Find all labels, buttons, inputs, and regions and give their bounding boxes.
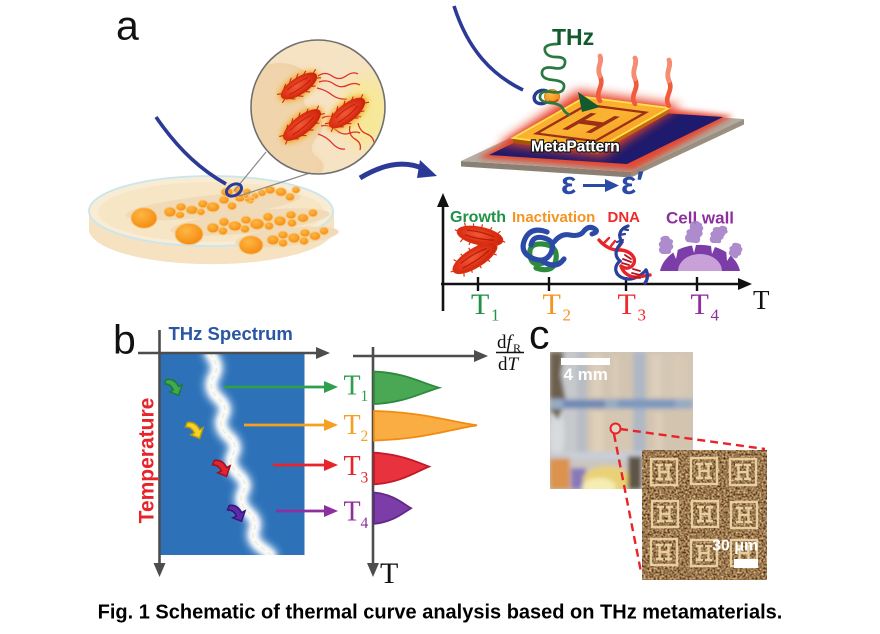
svg-text:Inactivation: Inactivation [512,209,595,226]
svg-text:Cell wall: Cell wall [666,209,734,228]
svg-text:ε: ε [561,165,576,201]
svg-text:T: T [618,288,636,321]
svg-text:2: 2 [563,306,572,325]
svg-text:T: T [344,371,361,402]
svg-text:Fig. 1 Schematic of thermal cu: Fig. 1 Schematic of thermal curve analys… [98,602,783,624]
svg-text:ε′: ε′ [621,165,644,201]
svg-text:4: 4 [361,515,369,532]
svg-text:b: b [113,316,136,362]
svg-text:1: 1 [491,306,500,325]
svg-text:T: T [753,285,770,315]
svg-text:3: 3 [638,306,647,325]
svg-text:df: df [497,332,515,353]
svg-text:2: 2 [361,428,369,445]
svg-text:1: 1 [361,388,369,405]
svg-text:T: T [471,288,489,321]
svg-text:THz: THz [552,24,594,50]
svg-text:DNA: DNA [608,209,641,226]
svg-text:R: R [513,341,521,355]
svg-text:T: T [344,496,361,527]
svg-text:T: T [543,288,561,321]
svg-text:a: a [116,2,139,48]
svg-text:T: T [344,451,361,482]
svg-text:3: 3 [361,469,369,486]
svg-text:MetaPattern: MetaPattern [531,139,620,156]
svg-text:4: 4 [711,306,720,325]
svg-text:c: c [529,312,550,358]
svg-text:T: T [380,557,398,590]
svg-text:T: T [344,410,361,441]
svg-text:4 mm: 4 mm [564,365,608,384]
svg-text:THz Spectrum: THz Spectrum [169,323,293,344]
svg-text:30 μm: 30 μm [712,538,758,555]
svg-text:Temperature: Temperature [136,398,159,524]
svg-text:T: T [691,288,709,321]
svg-text:dT: dT [498,354,520,375]
svg-text:MetaPattern: MetaPattern [531,139,620,156]
svg-text:Growth: Growth [450,209,506,226]
